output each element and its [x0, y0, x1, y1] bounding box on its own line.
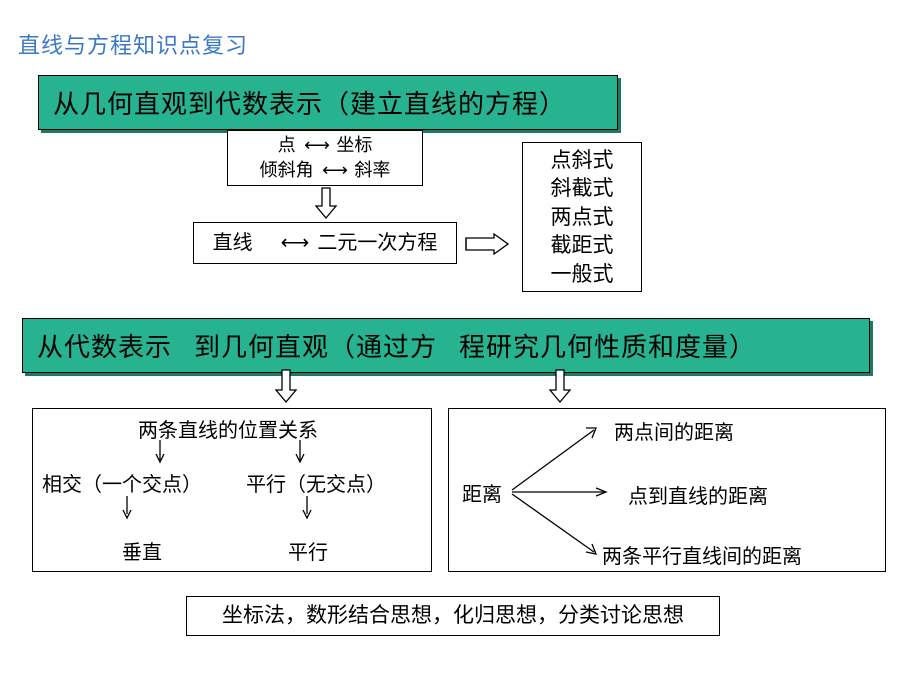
fork-arrows-icon: [110, 440, 350, 466]
label-dist-point-line: 点到直线的距离: [628, 480, 768, 509]
form-point-slope: 点斜式: [551, 146, 614, 174]
arrow-down-hollow-icon: [550, 370, 570, 404]
label-dist-two-points: 两点间的距离: [614, 416, 734, 445]
banner2-text-c: 程研究几何性质和度量）: [459, 327, 756, 364]
arrow-bi-icon: ⟷: [281, 229, 308, 257]
label-point: 点: [278, 135, 296, 155]
label-distance: 距离: [462, 478, 502, 507]
arrow-right-hollow-icon: [466, 234, 510, 254]
form-slope-intercept: 斜截式: [551, 174, 614, 202]
label-line: 直线: [213, 229, 253, 257]
arrow-down-hollow-icon: [316, 188, 336, 220]
arrow-down-hollow-icon: [276, 370, 296, 404]
label-slope: 斜率: [354, 160, 390, 180]
label-parallel-top: 平行（无交点）: [246, 468, 386, 497]
banner-geometry-to-algebra: 从几何直观到代数表示（建立直线的方程）: [38, 75, 618, 130]
row-point-coord: 点 ⟷ 坐标: [278, 133, 373, 158]
label-incline: 倾斜角: [260, 160, 314, 180]
page-title: 直线与方程知识点复习: [18, 28, 248, 60]
label-intersect: 相交（一个交点）: [42, 468, 202, 497]
arrow-down-small-icon: [300, 496, 314, 522]
label-parallel-bottom: 平行: [288, 536, 328, 565]
form-general: 一般式: [551, 260, 614, 288]
banner2-text-b: 到几何直观（通过方: [194, 327, 437, 364]
arrow-bi-icon: ⟷: [304, 133, 328, 158]
banner-algebra-to-geometry: 从代数表示 到几何直观（通过方 程研究几何性质和度量）: [22, 318, 870, 373]
label-methods: 坐标法，数形结合思想，化归思想，分类讨论思想: [222, 601, 684, 630]
label-coord: 坐标: [336, 135, 372, 155]
arrow-bi-icon: ⟷: [322, 158, 346, 183]
form-two-point: 两点式: [551, 203, 614, 231]
label-relations-title: 两条直线的位置关系: [138, 414, 318, 443]
box-equation-forms: 点斜式 斜截式 两点式 截距式 一般式: [522, 142, 642, 292]
form-intercept: 截距式: [551, 231, 614, 259]
banner2-text-a: 从代数表示: [37, 327, 172, 364]
arrow-down-small-icon: [120, 496, 134, 522]
row-angle-slope: 倾斜角 ⟷ 斜率: [260, 158, 391, 183]
label-binary-linear: 二元一次方程: [317, 229, 437, 257]
label-dist-parallel-lines: 两条平行直线间的距离: [602, 540, 802, 569]
box-methods-summary: 坐标法，数形结合思想，化归思想，分类讨论思想: [186, 596, 720, 636]
box-point-slope: 点 ⟷ 坐标 倾斜角 ⟷ 斜率: [227, 130, 423, 186]
banner1-text: 从几何直观到代数表示（建立直线的方程）: [53, 84, 566, 121]
box-line-equation: 直线 ⟷ 二元一次方程: [193, 222, 457, 264]
label-perpendicular: 垂直: [122, 536, 162, 565]
